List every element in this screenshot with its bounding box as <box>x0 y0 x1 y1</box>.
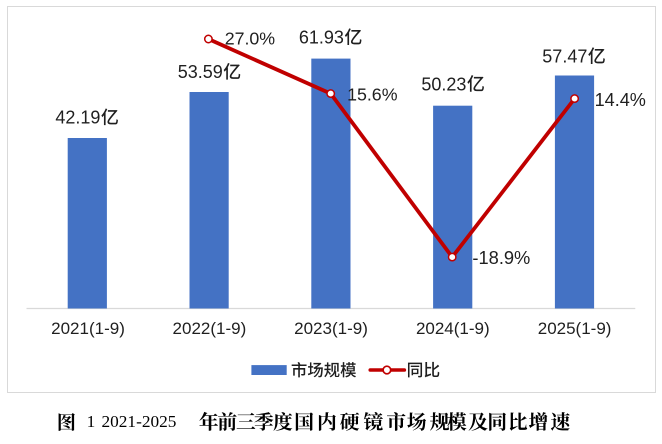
svg-text:15.6%: 15.6% <box>347 85 398 105</box>
svg-text:57.47: 57.47 <box>542 47 587 67</box>
svg-text:-18.9%: -18.9% <box>472 247 530 268</box>
svg-text:2022(1-9): 2022(1-9) <box>173 319 247 338</box>
svg-text:42.19: 42.19 <box>55 108 100 128</box>
svg-text:50.23: 50.23 <box>421 74 466 94</box>
svg-text:2025(1-9): 2025(1-9) <box>538 319 612 338</box>
svg-text:1: 1 <box>87 412 96 431</box>
svg-text:27.0%: 27.0% <box>225 29 276 49</box>
svg-text:2024(1-9): 2024(1-9) <box>416 319 490 338</box>
svg-text:2023(1-9): 2023(1-9) <box>294 319 368 338</box>
svg-text:61.93: 61.93 <box>299 28 344 48</box>
svg-text:2021-2025: 2021-2025 <box>102 412 177 431</box>
svg-text:53.59: 53.59 <box>178 62 223 82</box>
svg-text:2021(1-9): 2021(1-9) <box>51 319 125 338</box>
svg-text:14.4%: 14.4% <box>595 90 646 110</box>
